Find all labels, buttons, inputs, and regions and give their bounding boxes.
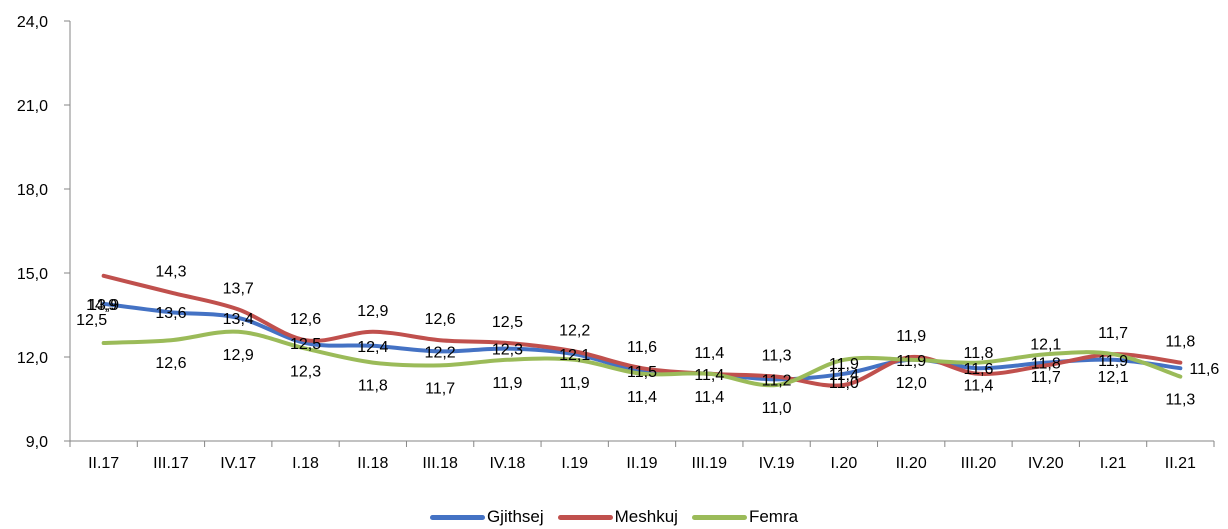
x-tick-label: IV.17: [220, 455, 256, 472]
data-label-femra: 12,1: [1097, 369, 1128, 386]
x-tick-label: I.21: [1100, 455, 1127, 472]
data-label-femra: 11,7: [425, 380, 455, 397]
data-label-gjithsej: 13,9: [88, 297, 119, 314]
data-label-femra: 12,9: [223, 347, 254, 364]
data-label-meshkuj: 12,2: [559, 322, 590, 339]
data-label-gjithsej: 12,1: [559, 347, 590, 364]
data-label-femra: 12,6: [155, 355, 186, 372]
y-tick-label: 15,0: [17, 266, 48, 283]
data-label-femra: 11,4: [627, 389, 657, 406]
data-label-femra: 12,3: [290, 364, 321, 381]
x-tick-label: II.21: [1165, 455, 1196, 472]
data-label-gjithsej: 12,5: [290, 336, 321, 353]
data-label-gjithsej: 11,9: [896, 353, 926, 370]
legend-item-gjithsej: Gjithsej: [429, 507, 544, 527]
series-line-gjithsej: [101, 301, 1183, 382]
x-tick-label: III.17: [153, 455, 189, 472]
data-label-femra: 11,3: [1165, 392, 1195, 409]
data-label-femra: 11,9: [492, 375, 522, 392]
x-tick-label: IV.18: [489, 455, 525, 472]
data-label-gjithsej: 12,2: [425, 344, 456, 361]
y-tick-label: 12,0: [17, 350, 48, 367]
data-label-gjithsej: 11,5: [627, 364, 657, 381]
data-label-meshkuj: 11,4: [694, 345, 724, 362]
y-tick-label: 21,0: [17, 98, 48, 115]
data-label-femra: 11,0: [762, 400, 792, 417]
data-label-gjithsej: 11,6: [1189, 361, 1219, 378]
data-label-gjithsej: 11,8: [1031, 356, 1061, 373]
x-tick-label: IV.19: [759, 455, 795, 472]
chart-canvas: 9,0 12,0 15,0 18,0 21,0 24,0 II.17 III.17 IV.17 I…: [17, 14, 1220, 472]
data-label-femra: 12,0: [896, 375, 927, 392]
data-label-meshkuj: 14,9: [86, 297, 117, 314]
data-label-meshkuj: 11,9: [896, 328, 926, 345]
x-tick-label: II.19: [626, 455, 657, 472]
data-label-femra: 11,0: [829, 375, 859, 392]
legend-item-meshkuj: Meshkuj: [557, 507, 678, 527]
series-line-femra: [101, 329, 1183, 388]
data-label-meshkuj: 12,1: [1030, 336, 1061, 353]
data-label-gjithsej: 11,4: [829, 367, 859, 384]
data-label-gjithsej: 11,2: [762, 372, 792, 389]
x-tick-label: III.19: [692, 455, 728, 472]
x-tick-label: II.18: [357, 455, 388, 472]
x-tick-label: I.19: [561, 455, 588, 472]
data-label-gjithsej: 12,4: [357, 339, 388, 356]
x-tick-label: I.20: [831, 455, 858, 472]
data-label-gjithsej: 13,4: [223, 311, 254, 328]
x-tick-label: III.18: [422, 455, 458, 472]
data-label-femra: 12,5: [76, 312, 107, 329]
x-tick-label: III.20: [961, 455, 997, 472]
data-label-femra: 11,7: [1031, 369, 1061, 386]
data-label-meshkuj: 11,3: [762, 348, 792, 365]
data-label-meshkuj: 12,6: [290, 311, 321, 328]
legend-swatch-meshkuj: [557, 514, 613, 520]
data-label-meshkuj: 12,5: [492, 314, 523, 331]
data-label-femra: 11,9: [560, 375, 590, 392]
x-tick-label: II.20: [896, 455, 927, 472]
x-tick-label: IV.20: [1028, 455, 1064, 472]
legend-swatch-femra: [691, 514, 747, 520]
legend-item-femra: Femra: [691, 507, 799, 527]
data-label-gjithsej: 13,6: [155, 305, 186, 322]
x-tick-label: I.18: [292, 455, 319, 472]
y-tick-label: 9,0: [26, 434, 48, 451]
data-label-gjithsej: 11,4: [694, 367, 724, 384]
data-label-meshkuj: 11,8: [1165, 334, 1195, 351]
data-label-femra: 11,4: [694, 389, 724, 406]
data-label-meshkuj: 11,7: [1098, 325, 1128, 342]
data-label-meshkuj: 14,3: [155, 264, 186, 281]
data-label-meshkuj: 11,8: [963, 345, 993, 362]
data-label-meshkuj: 12,6: [425, 311, 456, 328]
data-label-gjithsej: 11,6: [963, 361, 993, 378]
series-line-meshkuj: [101, 273, 1183, 388]
data-label-gjithsej: 11,9: [1098, 353, 1128, 370]
y-tick-label: 18,0: [17, 182, 48, 199]
legend-label-gjithsej: Gjithsej: [486, 507, 544, 526]
data-label-meshkuj: 11,6: [627, 339, 657, 356]
data-label-meshkuj: 13,7: [223, 280, 254, 297]
legend-label-femra: Femra: [748, 507, 799, 526]
data-label-meshkuj: 12,9: [357, 303, 388, 320]
y-tick-label: 24,0: [17, 14, 48, 31]
legend-swatch-gjithsej: [429, 514, 485, 520]
legend-label-meshkuj: Meshkuj: [614, 507, 678, 526]
data-label-femra: 11,4: [963, 378, 993, 395]
x-tick-label: II.17: [88, 455, 119, 472]
chart-legend: Gjithsej Meshkuj Femra: [0, 506, 1228, 528]
data-label-gjithsej: 12,3: [492, 342, 523, 359]
data-label-femra: 11,8: [358, 378, 388, 395]
data-label-meshkuj: 11,9: [829, 356, 859, 373]
